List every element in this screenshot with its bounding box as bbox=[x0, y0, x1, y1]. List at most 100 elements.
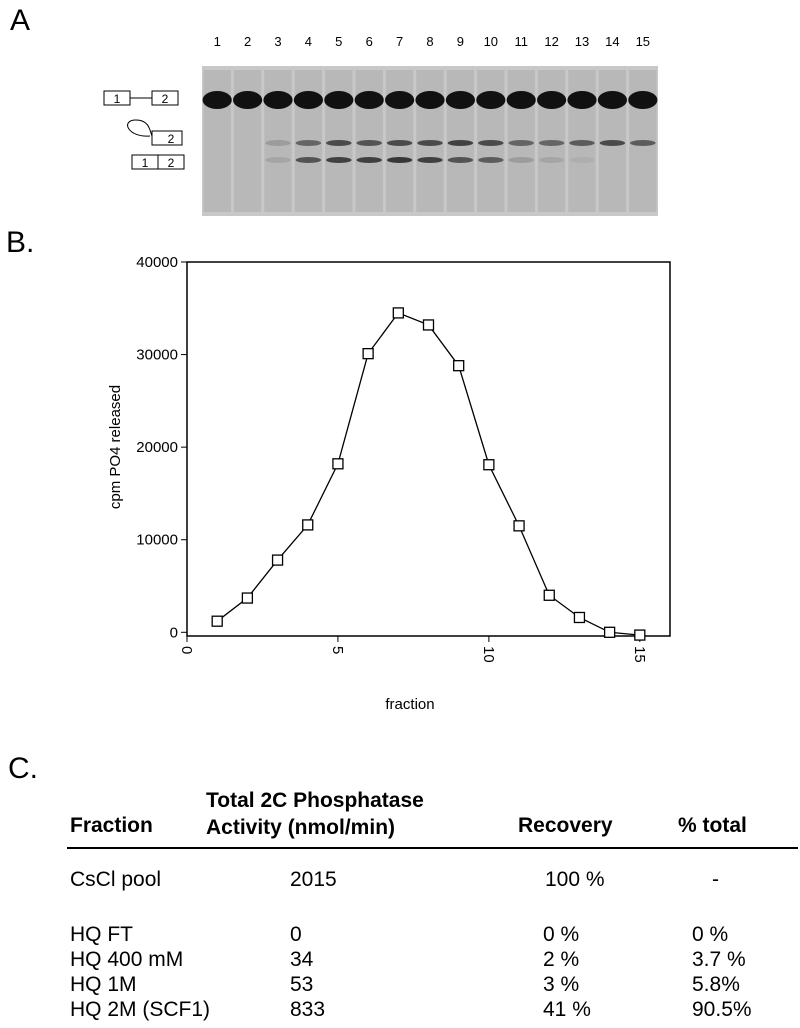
band bbox=[265, 140, 291, 146]
band bbox=[356, 140, 382, 146]
band bbox=[478, 140, 504, 146]
lane-label: 8 bbox=[426, 34, 433, 49]
table-cell: 2015 bbox=[290, 868, 337, 891]
exon-box bbox=[157, 154, 185, 170]
data-point bbox=[422, 319, 435, 331]
band bbox=[417, 157, 443, 163]
lane-label: 15 bbox=[636, 34, 650, 49]
y-axis-label: cpm PO4 released bbox=[107, 385, 124, 509]
data-point bbox=[211, 615, 223, 627]
species-label: 1 bbox=[142, 156, 149, 170]
table-cell: HQ FT bbox=[70, 923, 133, 946]
band bbox=[569, 157, 595, 163]
lane-label: 14 bbox=[605, 34, 619, 49]
band bbox=[265, 157, 291, 163]
band bbox=[415, 91, 445, 109]
band bbox=[569, 140, 595, 146]
data-point bbox=[392, 307, 404, 319]
band bbox=[385, 91, 415, 109]
exon-box bbox=[151, 130, 183, 146]
header-rule bbox=[67, 847, 798, 849]
table-cell: 833 bbox=[290, 998, 326, 1021]
data-point bbox=[271, 554, 284, 566]
band bbox=[263, 91, 293, 109]
x-tick-label: 5 bbox=[329, 646, 346, 654]
panel-label: A bbox=[10, 4, 30, 37]
table-cell: 90.5% bbox=[692, 998, 752, 1021]
table-cell: 0 % bbox=[692, 923, 729, 946]
band bbox=[599, 140, 626, 146]
table-cell: HQ 400 mM bbox=[70, 948, 184, 971]
table-cell: 41 % bbox=[543, 998, 591, 1021]
band bbox=[202, 91, 232, 109]
data-line bbox=[216, 312, 640, 636]
band bbox=[597, 91, 627, 109]
table-cell: % total bbox=[678, 814, 747, 837]
table-cell: 0 bbox=[290, 923, 302, 946]
exon-box bbox=[151, 90, 179, 106]
figure-graphics: A B. 1 2 2 1 2 cpm PO4 released fraction… bbox=[6, 4, 671, 713]
panel-label: C. bbox=[8, 752, 38, 785]
band bbox=[295, 140, 322, 146]
lane-label: 2 bbox=[244, 34, 251, 49]
x-tick-label: 0 bbox=[178, 646, 195, 654]
band bbox=[508, 157, 534, 163]
band bbox=[478, 157, 504, 163]
band bbox=[233, 91, 263, 109]
band bbox=[354, 91, 384, 109]
band bbox=[538, 157, 565, 163]
lane-label: 7 bbox=[396, 34, 403, 49]
lariat bbox=[127, 119, 153, 137]
band bbox=[417, 140, 443, 146]
table-cell: 3.7 % bbox=[692, 948, 746, 971]
lane-label: 1 bbox=[214, 34, 221, 49]
band bbox=[537, 91, 567, 109]
table-cell: 53 bbox=[290, 973, 314, 996]
band bbox=[538, 140, 565, 146]
data-point bbox=[483, 459, 495, 471]
table-cell: HQ 1M bbox=[70, 973, 137, 996]
table-cell: 3 % bbox=[543, 973, 580, 996]
lane-label: 10 bbox=[484, 34, 498, 49]
band bbox=[506, 91, 536, 109]
species-label: 2 bbox=[168, 132, 175, 146]
table-cell: Fraction bbox=[70, 814, 153, 837]
table-cell: CsCl pool bbox=[70, 868, 162, 891]
plot-frame bbox=[186, 261, 671, 637]
x-tick-label: 15 bbox=[631, 646, 648, 663]
band bbox=[326, 157, 352, 163]
lane-label: 5 bbox=[335, 34, 342, 49]
band bbox=[476, 91, 506, 109]
y-tick-label: 10000 bbox=[136, 532, 178, 549]
y-tick-label: 40000 bbox=[136, 254, 178, 271]
band bbox=[386, 140, 413, 146]
data-point bbox=[332, 458, 344, 470]
data-point bbox=[634, 629, 646, 641]
band bbox=[508, 140, 534, 146]
lane-label: 13 bbox=[575, 34, 589, 49]
lane-label: 11 bbox=[514, 34, 528, 49]
band bbox=[293, 91, 323, 109]
x-axis-label: fraction bbox=[385, 696, 434, 713]
species-label: 2 bbox=[168, 156, 175, 170]
panel-label: B. bbox=[6, 226, 34, 259]
data-point bbox=[603, 626, 616, 638]
table-cell: Recovery bbox=[518, 814, 613, 837]
table-cell: 2 % bbox=[543, 948, 580, 971]
species-label: 2 bbox=[162, 92, 169, 106]
lane-label: 4 bbox=[305, 34, 312, 49]
data-point bbox=[453, 360, 465, 372]
band bbox=[356, 157, 382, 163]
lane-label: 3 bbox=[274, 34, 281, 49]
band bbox=[326, 140, 352, 146]
table-cell: HQ 2M (SCF1) bbox=[70, 998, 211, 1021]
band bbox=[295, 157, 322, 163]
band bbox=[447, 157, 474, 163]
y-tick-label: 20000 bbox=[136, 439, 178, 456]
x-tick-label: 10 bbox=[480, 646, 497, 663]
table-cell: 100 % bbox=[545, 868, 605, 891]
band bbox=[324, 91, 354, 109]
data-point bbox=[241, 592, 254, 604]
table-cell: 5.8% bbox=[692, 973, 740, 996]
